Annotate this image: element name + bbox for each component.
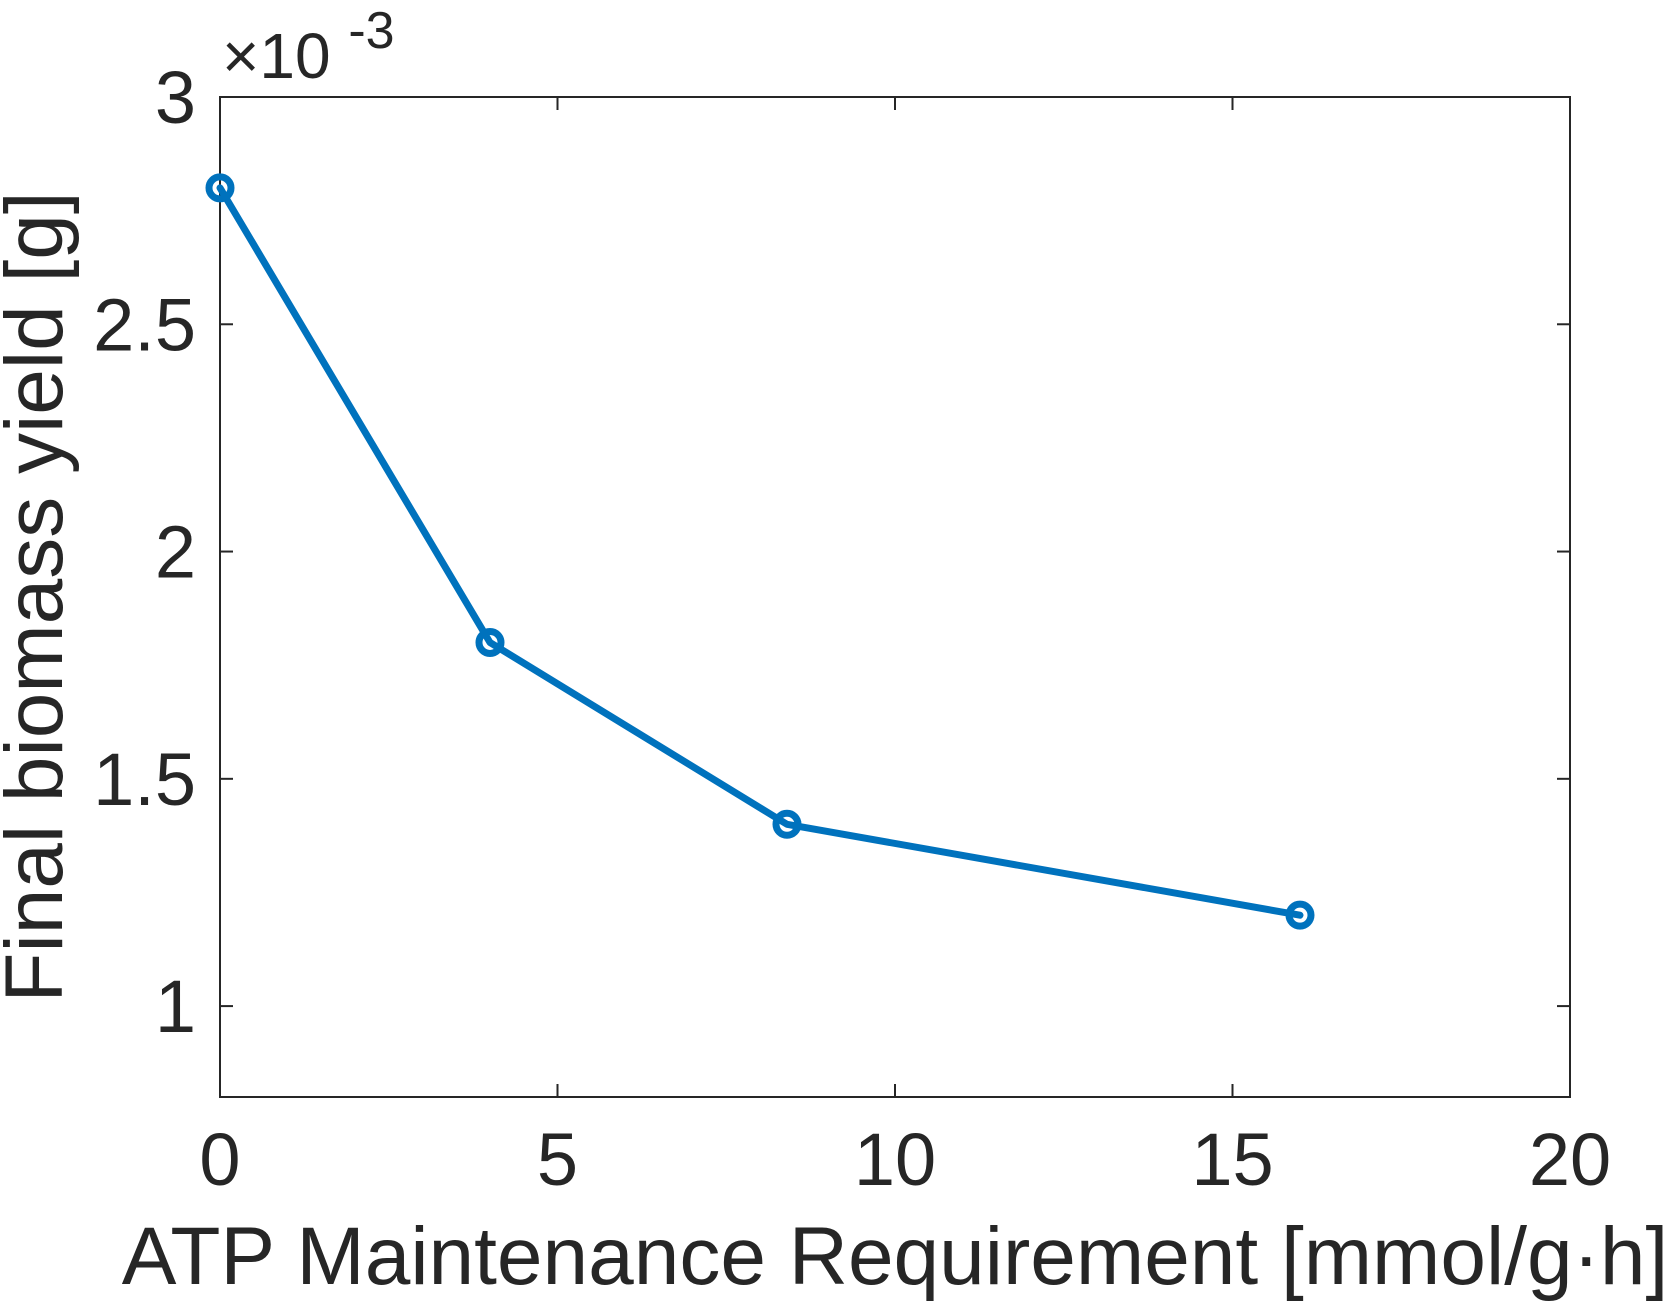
x-axis-label: ATP Maintenance Requirement [mmol/g·h] bbox=[122, 1211, 1668, 1302]
y-tick-label: 1.5 bbox=[93, 738, 196, 821]
y-tick-label: 3 bbox=[155, 56, 196, 139]
y-exponent-power: -3 bbox=[348, 2, 394, 60]
x-tick-label: 20 bbox=[1529, 1118, 1611, 1201]
data-point-marker bbox=[475, 627, 505, 657]
y-exponent-label: ×10 -3 bbox=[222, 2, 395, 92]
plot-area bbox=[219, 96, 1571, 1098]
x-axis-ticks: 0 5 10 15 20 bbox=[199, 97, 1611, 1201]
y-exponent-base: ×10 bbox=[222, 20, 331, 92]
y-tick-label: 2.5 bbox=[93, 283, 196, 366]
series-line bbox=[216, 184, 1304, 919]
x-tick-label: 0 bbox=[199, 1118, 240, 1201]
y-axis-label: Final biomass yield [g] bbox=[0, 191, 80, 1002]
y-tick-label: 2 bbox=[155, 511, 196, 594]
y-tick-label: 1 bbox=[155, 965, 196, 1048]
x-tick-label: 15 bbox=[1191, 1118, 1273, 1201]
series-layer bbox=[205, 173, 1315, 930]
x-tick-label: 10 bbox=[854, 1118, 936, 1201]
y-axis-ticks: 1 1.5 2 2.5 3 bbox=[93, 56, 1570, 1048]
data-point-marker bbox=[205, 173, 235, 203]
data-point-marker bbox=[1285, 900, 1315, 930]
data-point-marker bbox=[772, 809, 802, 839]
x-tick-label: 5 bbox=[537, 1118, 578, 1201]
